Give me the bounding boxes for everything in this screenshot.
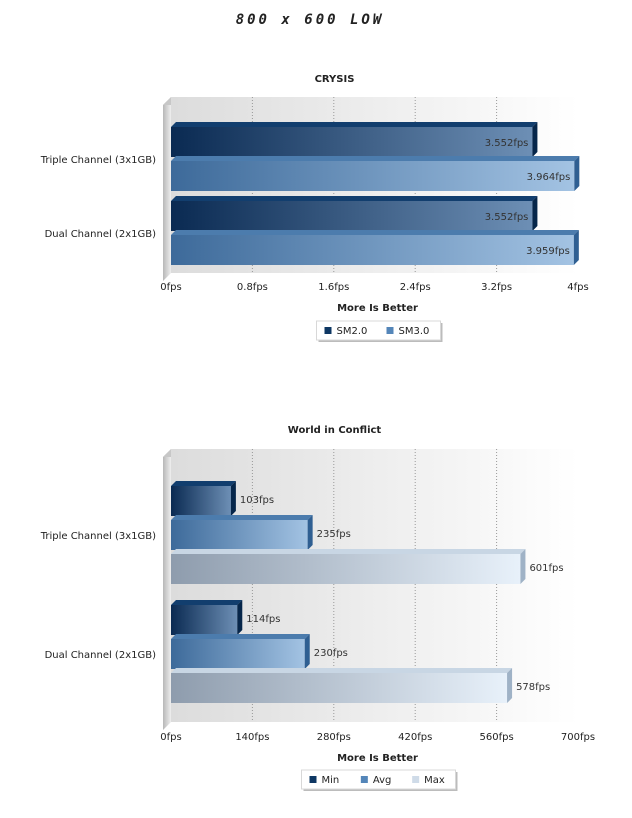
data-label: 235fps [317,529,351,540]
bar-side-min [237,600,243,635]
x-tick-label: 700fps [561,732,595,743]
data-label: 114fps [246,614,280,625]
legend [301,769,456,790]
x-tick-label: 2.4fps [400,282,431,293]
data-label: 601fps [529,563,563,574]
bar-top-min [171,481,236,486]
legend-label-max: Max [424,775,445,786]
legend-label-min: Min [322,775,340,786]
bar-max-triple-channel-3x1gb [171,554,521,584]
bar-side-min [230,481,236,516]
bar-side-sm2-0 [532,122,538,157]
plot-left-wall [163,97,171,281]
legend-label-avg: Avg [373,775,392,786]
bar-avg-dual-channel-2x1gb [171,639,305,669]
bar-top-max [171,549,526,554]
category-label-dual-channel-2x1gb: Dual Channel (2x1GB) [45,650,157,661]
legend [316,320,441,341]
bar-top-sm2-0 [171,122,538,127]
bar-min-dual-channel-2x1gb [171,605,238,635]
bar-sm3-0-triple-channel-3x1gb [171,161,575,191]
x-tick-label: 420fps [398,732,432,743]
bar-sm3-0-dual-channel-2x1gb [171,235,574,265]
bar-side-avg [307,515,313,550]
plot-left-wall [163,449,171,730]
bar-top-sm3-0 [171,156,580,161]
bar-top-sm3-0 [171,230,579,235]
bar-side-max [520,549,526,584]
legend-label-sm2-0: SM2.0 [337,326,368,337]
chart-title: CRYSIS [315,74,355,85]
bar-top-avg [171,515,313,520]
x-axis-label: More Is Better [337,753,418,764]
bar-sm2-0-triple-channel-3x1gb [171,127,533,157]
bar-top-sm2-0 [171,196,538,201]
category-label-triple-channel-3x1gb: Triple Channel (3x1GB) [40,531,156,542]
legend-swatch-min [309,776,317,783]
x-tick-label: 3.2fps [481,282,512,293]
x-tick-label: 280fps [317,732,351,743]
data-label: 578fps [516,682,550,693]
x-axis-label: More Is Better [337,303,418,314]
legend-label-sm3-0: SM3.0 [399,326,430,337]
legend-swatch-max [412,776,420,783]
bar-side-sm3-0 [574,156,580,191]
data-label: 230fps [314,648,348,659]
bar-side-sm3-0 [573,230,579,265]
bar-top-min [171,600,243,605]
x-tick-label: 1.6fps [318,282,349,293]
x-tick-label: 0fps [160,732,181,743]
category-label-dual-channel-2x1gb: Dual Channel (2x1GB) [45,229,157,240]
x-tick-label: 4fps [567,282,588,293]
bar-top-avg [171,634,310,639]
data-label: 3.552fps [485,212,529,223]
data-label: 3.552fps [485,138,529,149]
x-tick-label: 0.8fps [237,282,268,293]
data-label: 103fps [240,495,274,506]
bar-side-sm2-0 [532,196,538,231]
data-label: 3.964fps [527,172,571,183]
bar-side-avg [304,634,310,669]
chart-title: World in Conflict [288,425,382,436]
page-title: 800 x 600 LOW [235,12,385,28]
x-tick-label: 560fps [480,732,514,743]
bar-side-max [507,668,513,703]
x-tick-label: 140fps [235,732,269,743]
bar-sm2-0-dual-channel-2x1gb [171,201,533,231]
bar-avg-triple-channel-3x1gb [171,520,308,550]
category-label-triple-channel-3x1gb: Triple Channel (3x1GB) [40,155,156,166]
legend-swatch-sm2-0 [324,327,332,334]
x-tick-label: 0fps [160,282,181,293]
bar-max-dual-channel-2x1gb [171,673,508,703]
legend-swatch-sm3-0 [386,327,394,334]
data-label: 3.959fps [526,246,570,257]
legend-swatch-avg [360,776,368,783]
bar-min-triple-channel-3x1gb [171,486,231,516]
bar-top-max [171,668,513,673]
